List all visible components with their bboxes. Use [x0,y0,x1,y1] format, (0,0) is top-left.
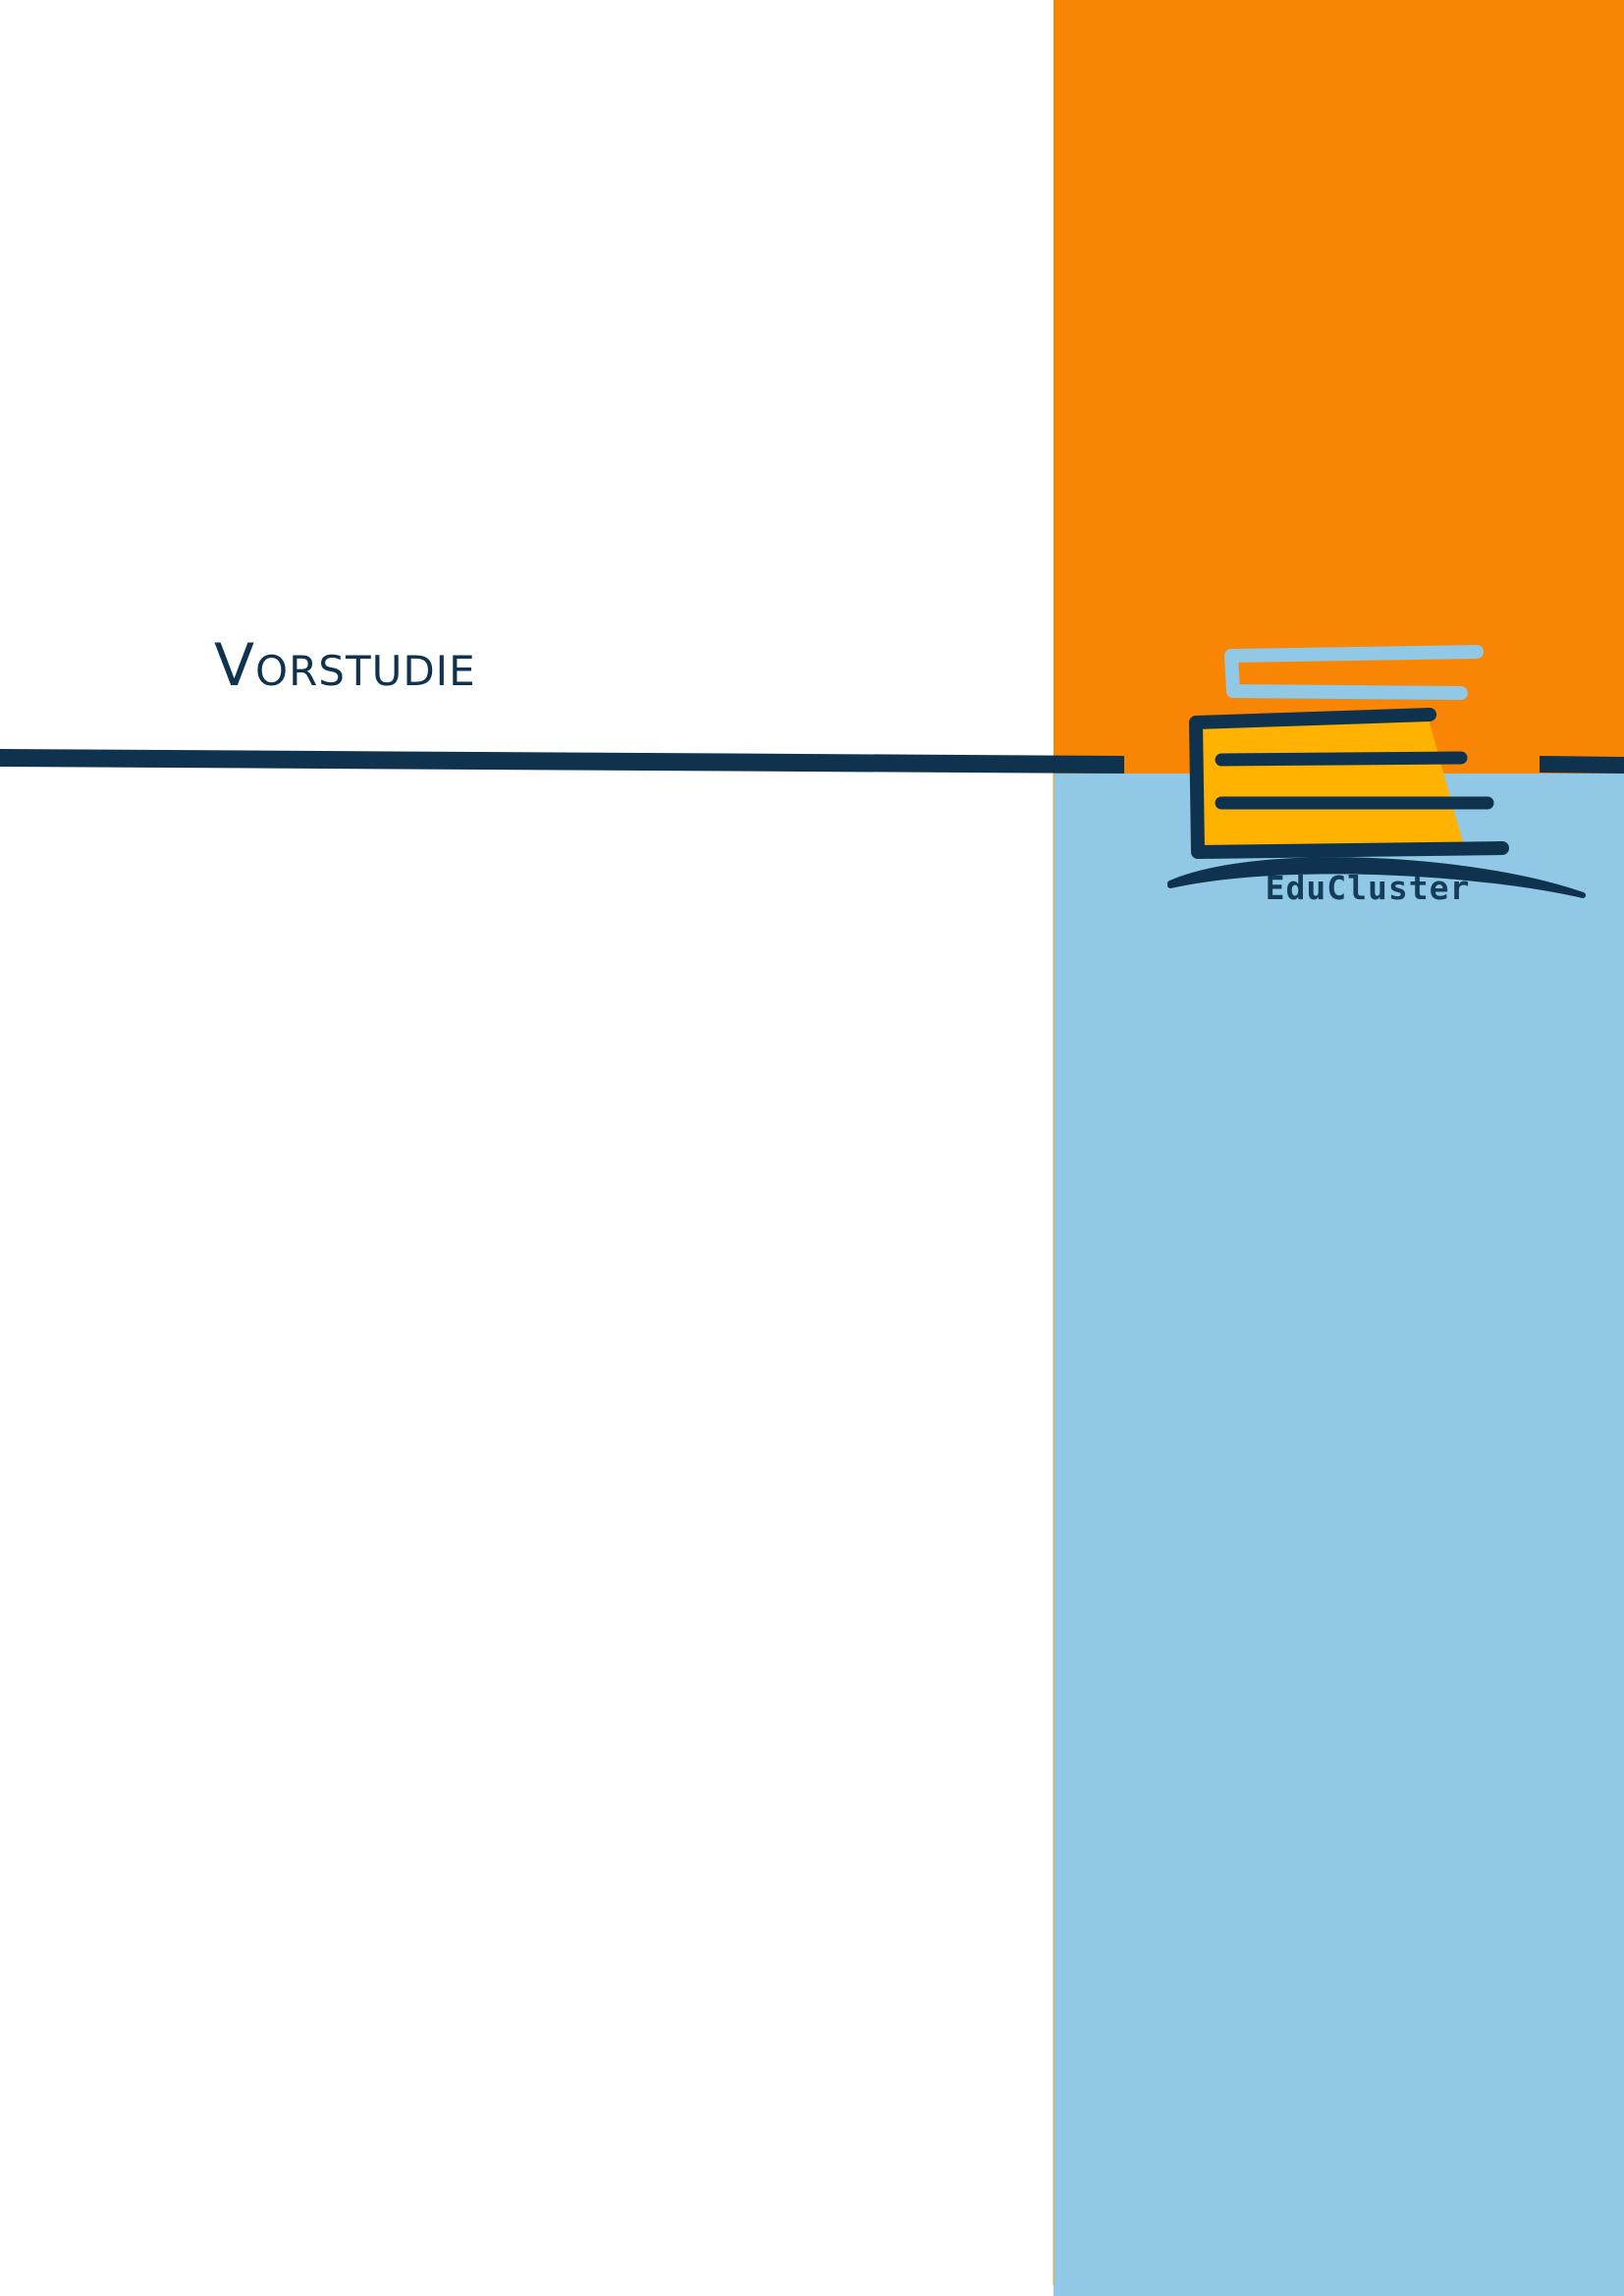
orange-panel [1054,0,1624,774]
document-title: Vorstudie [214,631,476,700]
logo-wordmark: EduCluster [1265,869,1471,907]
educluster-logo: EduCluster [1166,638,1589,923]
blue-panel [1054,774,1624,2296]
stacked-books-icon [1167,645,1586,898]
panel-edge-line [1053,774,1055,2285]
